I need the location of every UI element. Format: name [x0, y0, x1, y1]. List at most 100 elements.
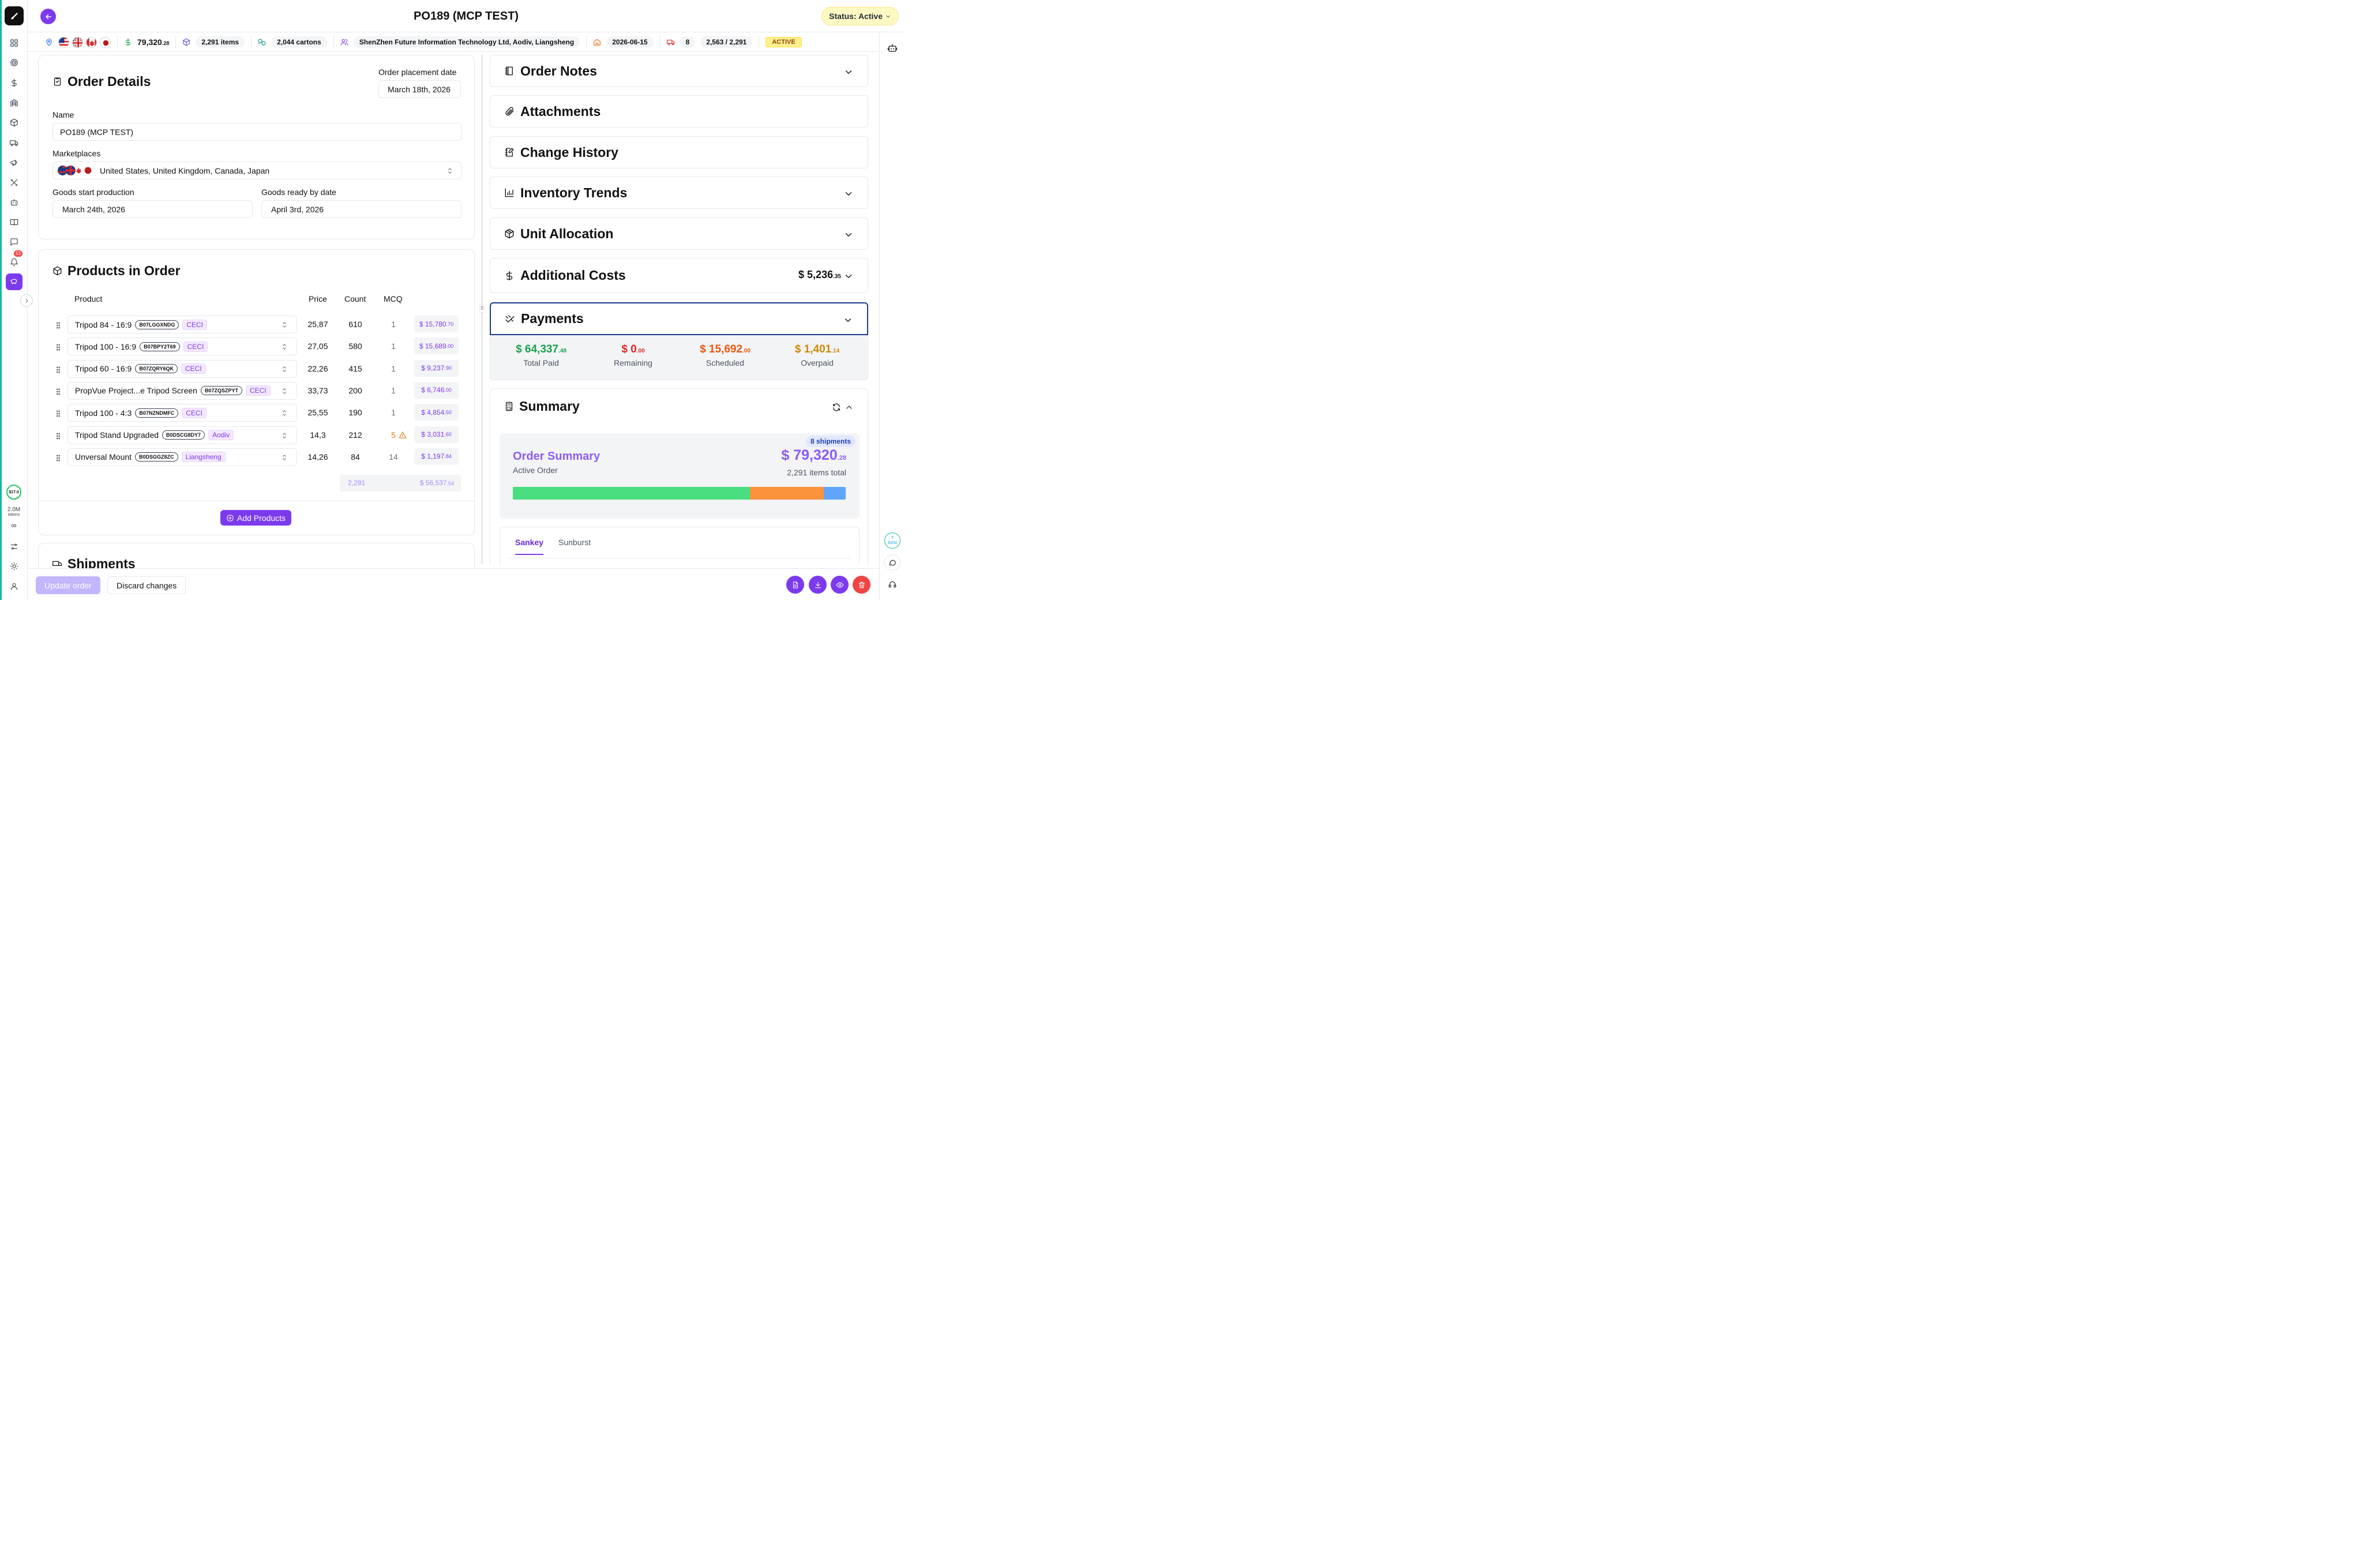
tab-sankey[interactable]: Sankey [515, 538, 544, 555]
product-select[interactable]: Tripod 100 - 4:3 B07NZNDMFC CECI [67, 404, 297, 422]
refresh-icon[interactable] [832, 403, 841, 412]
bell-icon[interactable]: 53 [6, 250, 22, 271]
product-select[interactable]: Tripod 84 - 16:9 B07LGGXNDG CECI [67, 316, 297, 333]
product-select[interactable]: Tripod Stand Upgraded B0DSCG8DY7 Aodiv [67, 426, 297, 444]
drag-handle-icon[interactable] [54, 321, 62, 329]
order-total: 79,320.28 [137, 37, 170, 47]
drag-handle-icon[interactable] [54, 410, 62, 418]
resize-handle[interactable]: ⠿ [479, 305, 485, 313]
right-toolbar: T 820d [879, 33, 905, 600]
ready-by-input[interactable]: April 3rd, 2026 [261, 200, 461, 218]
payment-value: $ 64,337.48 [516, 343, 566, 355]
factory-icon [594, 39, 601, 46]
target-icon[interactable] [6, 54, 22, 71]
app-logo[interactable] [5, 6, 24, 25]
chevron-down-icon [845, 70, 852, 74]
chat-icon[interactable] [6, 234, 22, 250]
supplier-tag: CECI [182, 407, 207, 418]
add-products-label: Add Products [237, 513, 286, 523]
start-production-label: Goods start production [52, 187, 134, 197]
shipments-card: Shipments [38, 543, 475, 568]
robot-icon[interactable] [884, 40, 900, 56]
start-production-input[interactable]: March 24th, 2026 [52, 200, 253, 218]
change-history-panel[interactable]: Change History [490, 136, 868, 168]
uk-flag-icon [66, 166, 76, 175]
count-cell: 190 [348, 408, 362, 418]
product-select[interactable]: PropVue Project...e Tripod Screen B07ZQSZ… [67, 381, 297, 400]
user-icon[interactable] [6, 578, 22, 595]
trash-icon[interactable] [853, 576, 870, 594]
bot-icon[interactable] [6, 194, 22, 211]
payments-panel[interactable]: Payments [490, 302, 868, 335]
status-dropdown[interactable]: Status: Active [821, 7, 899, 25]
products-totals-row: 2,291 $ 56,537.54 [340, 475, 461, 492]
location-pin-icon [46, 39, 52, 46]
sliders-icon[interactable] [6, 538, 22, 555]
cartons-count: 2,044 cartons [271, 36, 327, 48]
add-products-button[interactable]: Add Products [220, 510, 292, 526]
additional-costs-panel[interactable]: Additional Costs $ 5,236.35 [490, 258, 868, 293]
dollar-icon[interactable] [6, 74, 22, 91]
us-flag-icon [58, 36, 69, 48]
inventory-trends-panel[interactable]: Inventory Trends [490, 177, 868, 209]
truck-icon[interactable] [6, 134, 22, 151]
marketplaces-select[interactable]: United States, United Kingdom, Canada, J… [52, 162, 461, 179]
price-cell: 22,26 [307, 363, 328, 373]
back-button[interactable] [40, 9, 56, 24]
unit-allocation-panel[interactable]: Unit Allocation [490, 217, 868, 250]
warehouse-icon[interactable] [6, 95, 22, 111]
chevron-up-icon[interactable] [845, 403, 854, 412]
update-order-button[interactable]: Update order [36, 576, 100, 594]
line-total: $ 6,746.00 [414, 381, 459, 399]
piggy-bank-icon[interactable] [6, 273, 22, 290]
change-history-title: Change History [520, 144, 618, 160]
product-select[interactable]: Tripod 60 - 16:9 B07ZQRY6QK CECI [67, 359, 297, 378]
status-label: Status: Active [829, 12, 883, 21]
drag-handle-icon[interactable] [54, 366, 62, 374]
table-row: Tripod 60 - 16:9 B07ZQRY6QK CECI 22,26 415 1 $… [38, 359, 475, 382]
drag-handle-icon[interactable] [54, 432, 62, 440]
tools-icon[interactable] [6, 174, 22, 191]
sun-icon[interactable] [6, 558, 22, 575]
download-icon[interactable] [809, 576, 827, 594]
document-icon[interactable] [786, 576, 804, 594]
product-name: Tripod 100 - 16:9 [75, 342, 137, 351]
expand-rail-button[interactable] [20, 294, 33, 307]
eye-icon[interactable] [831, 576, 849, 594]
product-select[interactable]: Tripod 100 - 16:9 B07BPY2T69 CECI [67, 337, 297, 356]
megaphone-icon[interactable] [6, 154, 22, 171]
marketplaces-label: Marketplaces [52, 149, 101, 158]
attachments-panel[interactable]: Attachments [490, 95, 868, 127]
tab-sunburst[interactable]: Sunburst [558, 538, 591, 547]
book-icon[interactable] [6, 214, 22, 231]
credit-gauge: $17.0 [6, 485, 21, 500]
users-icon [340, 39, 348, 46]
discard-changes-button[interactable]: Discard changes [107, 576, 186, 594]
drag-handle-icon[interactable] [54, 454, 62, 462]
line-total: $ 9,237.90 [414, 359, 459, 377]
drag-handle-icon[interactable] [54, 343, 62, 351]
price-cell: 14,26 [307, 452, 328, 462]
headset-icon[interactable] [884, 576, 900, 592]
summary-card: Summary 8 shipments Order Summary Active… [490, 388, 868, 564]
japan-flag-icon [84, 167, 92, 174]
drag-handle-icon[interactable] [54, 388, 62, 396]
timer-badge[interactable]: T 820d [884, 532, 900, 549]
chevron-updown-icon [283, 410, 286, 416]
japan-flag-icon [100, 36, 111, 48]
package-icon[interactable] [6, 114, 22, 131]
order-notes-panel[interactable]: Order Notes [490, 55, 868, 87]
line-total: $ 3,031.60 [414, 426, 459, 443]
right-column: Order Notes Attachments Change History I… [490, 55, 868, 564]
sku-badge: B07BPY2T69 [140, 342, 180, 351]
message-icon[interactable] [884, 554, 900, 571]
placement-date-input[interactable]: March 18th, 2026 [378, 80, 461, 98]
mcq-cell: 1 [391, 363, 396, 373]
count-cell: 84 [351, 452, 360, 462]
attachments-title: Attachments [520, 103, 601, 119]
dashboard-icon[interactable] [6, 35, 22, 51]
payment-stat: $ 0.00 Remaining [587, 343, 680, 367]
product-select[interactable]: Unversal Mount B0DSGGZ8ZC Liangsheng [67, 448, 297, 466]
name-input[interactable]: PO189 (MCP TEST) [52, 123, 461, 141]
order-details-title: Order Details [67, 74, 151, 89]
